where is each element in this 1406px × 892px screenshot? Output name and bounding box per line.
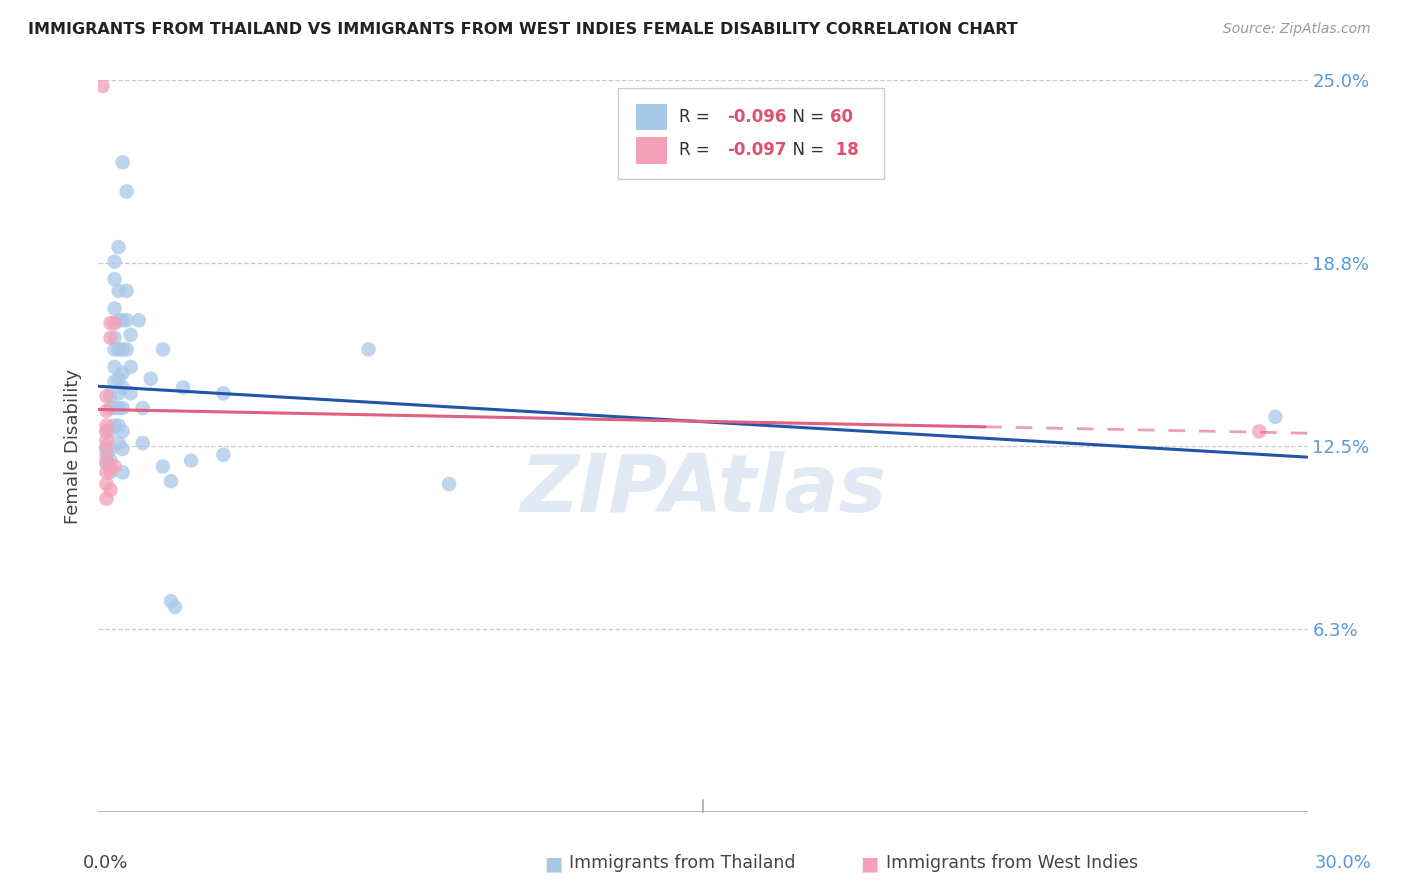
Point bbox=[103, 418, 125, 433]
Text: 18: 18 bbox=[830, 142, 859, 160]
Point bbox=[100, 483, 122, 497]
Bar bbox=[637, 137, 666, 163]
Point bbox=[132, 436, 155, 450]
Point bbox=[107, 284, 129, 298]
Text: R =: R = bbox=[679, 108, 714, 126]
Point bbox=[111, 155, 134, 169]
Text: R =: R = bbox=[679, 142, 714, 160]
Point bbox=[103, 301, 125, 316]
Point bbox=[357, 343, 380, 357]
Text: -0.097: -0.097 bbox=[727, 142, 787, 160]
Point bbox=[96, 425, 118, 439]
Point bbox=[115, 284, 138, 298]
FancyBboxPatch shape bbox=[619, 87, 884, 179]
Point bbox=[111, 401, 134, 415]
Text: -0.096: -0.096 bbox=[727, 108, 786, 126]
Point bbox=[107, 240, 129, 254]
Point bbox=[180, 453, 202, 467]
Point bbox=[103, 272, 125, 286]
Point bbox=[103, 331, 125, 345]
Point bbox=[152, 343, 174, 357]
Text: ■: ■ bbox=[544, 854, 562, 873]
Point bbox=[96, 439, 118, 453]
Point bbox=[111, 366, 134, 380]
Text: 0.0%: 0.0% bbox=[83, 855, 128, 872]
Point bbox=[152, 459, 174, 474]
Y-axis label: Female Disability: Female Disability bbox=[65, 368, 83, 524]
Point bbox=[103, 316, 125, 330]
Point bbox=[111, 380, 134, 394]
Point bbox=[100, 453, 122, 467]
Point bbox=[100, 425, 122, 439]
Text: N =: N = bbox=[782, 142, 830, 160]
Text: 60: 60 bbox=[830, 108, 853, 126]
Point bbox=[212, 386, 235, 401]
Text: Source: ZipAtlas.com: Source: ZipAtlas.com bbox=[1223, 22, 1371, 37]
Point bbox=[1264, 409, 1286, 424]
Point bbox=[91, 79, 114, 94]
Point bbox=[96, 477, 118, 491]
Point bbox=[160, 594, 183, 608]
Point bbox=[120, 386, 142, 401]
Point bbox=[96, 433, 118, 447]
Point bbox=[437, 477, 460, 491]
Point bbox=[96, 425, 118, 439]
Point bbox=[160, 474, 183, 488]
Point bbox=[100, 331, 122, 345]
Point bbox=[111, 313, 134, 327]
Point bbox=[100, 462, 122, 476]
Bar bbox=[637, 103, 666, 130]
Point bbox=[111, 425, 134, 439]
Text: Immigrants from West Indies: Immigrants from West Indies bbox=[886, 855, 1137, 872]
Point bbox=[103, 343, 125, 357]
Point bbox=[103, 401, 125, 415]
Point bbox=[100, 442, 122, 456]
Point bbox=[100, 401, 122, 415]
Text: ZIPAtlas: ZIPAtlas bbox=[520, 450, 886, 529]
Point bbox=[107, 313, 129, 327]
Point bbox=[115, 185, 138, 199]
Text: 30.0%: 30.0% bbox=[1315, 855, 1371, 872]
Point bbox=[107, 386, 129, 401]
Point bbox=[100, 466, 122, 480]
Point bbox=[132, 401, 155, 415]
Point bbox=[96, 453, 118, 467]
Point bbox=[96, 442, 118, 456]
Point bbox=[212, 448, 235, 462]
Point bbox=[120, 327, 142, 342]
Point bbox=[115, 343, 138, 357]
Point bbox=[128, 313, 150, 327]
Point bbox=[96, 457, 118, 471]
Point bbox=[172, 380, 194, 394]
Point bbox=[139, 372, 162, 386]
Point bbox=[111, 343, 134, 357]
Text: N =: N = bbox=[782, 108, 830, 126]
Point bbox=[1249, 425, 1271, 439]
Point bbox=[96, 491, 118, 506]
Point bbox=[96, 448, 118, 462]
Point bbox=[115, 313, 138, 327]
Point bbox=[96, 418, 118, 433]
Point bbox=[100, 389, 122, 403]
Point bbox=[107, 343, 129, 357]
Point bbox=[120, 359, 142, 374]
Point bbox=[103, 459, 125, 474]
Point bbox=[163, 599, 186, 614]
Point bbox=[107, 418, 129, 433]
Point bbox=[103, 254, 125, 268]
Point bbox=[96, 404, 118, 418]
Point bbox=[103, 375, 125, 389]
Text: IMMIGRANTS FROM THAILAND VS IMMIGRANTS FROM WEST INDIES FEMALE DISABILITY CORREL: IMMIGRANTS FROM THAILAND VS IMMIGRANTS F… bbox=[28, 22, 1018, 37]
Point bbox=[96, 389, 118, 403]
Point bbox=[111, 466, 134, 480]
Text: Immigrants from Thailand: Immigrants from Thailand bbox=[569, 855, 796, 872]
Point bbox=[107, 436, 129, 450]
Text: ■: ■ bbox=[860, 854, 879, 873]
Point bbox=[103, 359, 125, 374]
Point bbox=[107, 401, 129, 415]
Point bbox=[100, 316, 122, 330]
Point bbox=[111, 442, 134, 456]
Point bbox=[96, 466, 118, 480]
Point bbox=[107, 372, 129, 386]
